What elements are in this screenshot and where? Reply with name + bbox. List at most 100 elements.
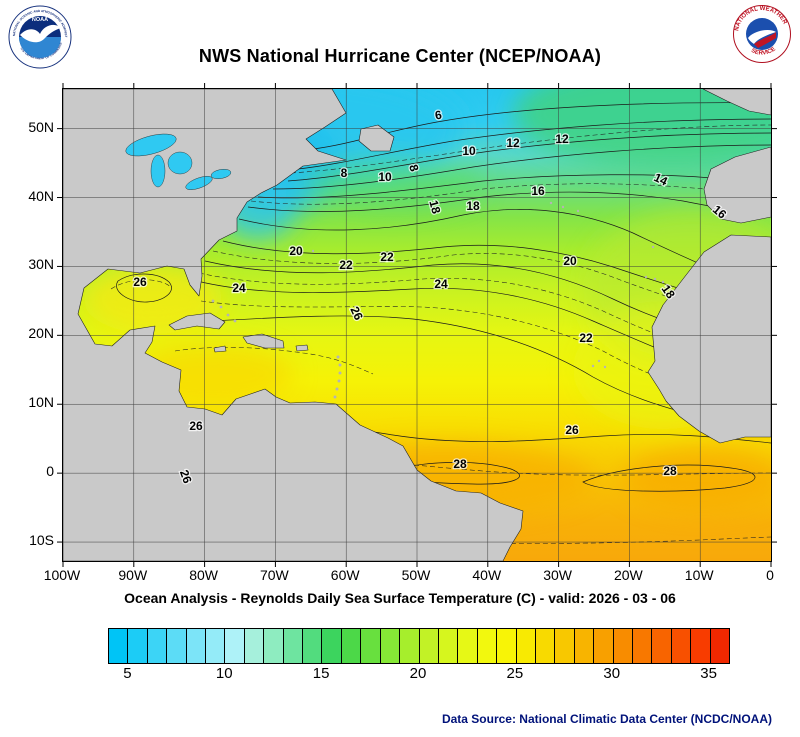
contour-label: 26 [189, 419, 203, 433]
colorbar-segment [594, 629, 614, 663]
lon-axis-label: 40W [472, 567, 502, 583]
colorbar-segment [186, 629, 207, 663]
lon-axis-label: 60W [330, 567, 360, 583]
colorbar-segment [206, 629, 226, 663]
puerto-rico [295, 344, 309, 352]
data-source-note: Data Source: National Climatic Data Cent… [441, 712, 772, 726]
lon-axis-label: 80W [189, 567, 218, 583]
colorbar-tick-label: 35 [700, 665, 717, 682]
lon-axis-label: 30W [543, 567, 572, 583]
colorbar-tick-label: 25 [506, 665, 524, 682]
colorbar-segment [361, 629, 381, 663]
colorbar-segment [632, 629, 653, 663]
colorbar-segment [555, 629, 575, 663]
hispaniola [242, 333, 285, 349]
colorbar-segment [225, 629, 245, 663]
colorbar-segment [419, 629, 439, 663]
lat-axis-label: 30N [28, 256, 54, 273]
noaa-emblem-sea [19, 37, 61, 58]
lat-axis-label: 50N [28, 118, 54, 135]
noaa-seagull-icon [20, 24, 61, 43]
colorbar-tick-label: 20 [409, 665, 427, 682]
colorbar-segment [710, 629, 729, 663]
contour-label: 24 [434, 277, 448, 291]
noaa-logo: NATIONAL OCEANIC AND ATMOSPHERIC ADMINIS… [7, 2, 72, 69]
small-islands [211, 201, 665, 399]
colorbar-segment [438, 629, 459, 663]
colorbar-segment [341, 629, 362, 663]
colorbar-segment [322, 629, 342, 663]
jamaica [213, 345, 227, 353]
cuba [168, 312, 226, 331]
lat-axis-label: 10N [28, 394, 54, 411]
contour-label: 16 [531, 184, 545, 198]
colorbar [108, 628, 730, 664]
colorbar-segment [691, 629, 711, 663]
africa [647, 234, 771, 444]
colorbar-segment [613, 629, 633, 663]
colorbar-segment [477, 629, 498, 663]
contour-label: 24 [232, 281, 246, 295]
lon-axis-label: 0 [766, 567, 774, 583]
contour-label: 26 [177, 468, 195, 486]
colorbar-tick-label: 30 [603, 665, 621, 682]
colorbar-segment [380, 629, 401, 663]
lon-axis-label: 10W [684, 567, 714, 583]
nws-emblem-cloud [748, 30, 776, 44]
contour-label: 6 [434, 108, 443, 123]
contour-label: 26 [565, 423, 579, 437]
contour-label: 18 [426, 199, 443, 216]
colorbar-segment [458, 629, 478, 663]
colorbar-segment [264, 629, 284, 663]
colorbar-tick-label: 5 [123, 665, 132, 682]
colorbar-segment [167, 629, 187, 663]
contour-label: 20 [289, 244, 303, 258]
colorbar-segment [574, 629, 595, 663]
contour-label: 10 [378, 170, 392, 184]
grid-lines [63, 89, 771, 561]
colorbar-segments [109, 629, 729, 663]
nws-ring-text-bottom: SERVICE [750, 46, 777, 56]
nws-logo: NATIONAL WEATHER SERVICE [732, 4, 792, 64]
contour-label: 12 [506, 136, 520, 150]
page-title: NWS National Hurricane Center (NCEP/NOAA… [198, 46, 602, 66]
americas-landmass [63, 89, 524, 561]
lon-axis-label: 50W [401, 567, 431, 583]
lon-axis-label: 90W [118, 567, 148, 583]
landmass [63, 89, 771, 561]
contour-label: 12 [555, 132, 569, 146]
map-canvas: 6 8 8 10 10 12 12 14 16 16 18 18 18 20 20 22 22 22 24 24 26 2… [57, 83, 777, 567]
contour-label: 18 [466, 199, 480, 213]
contour-label: 22 [579, 331, 593, 345]
colorbar-segment [244, 629, 265, 663]
colorbar-segment [147, 629, 168, 663]
map-subtitle: Ocean Analysis - Reynolds Daily Sea Surf… [124, 590, 676, 606]
lon-axis-label: 20W [613, 567, 643, 583]
colorbar-segment [283, 629, 304, 663]
colorbar-segment [652, 629, 672, 663]
colorbar-segment [497, 629, 517, 663]
great-lakes [125, 133, 232, 190]
contour-label: 20 [563, 254, 577, 268]
contour-label: 22 [339, 258, 353, 272]
colorbar-segment [671, 629, 692, 663]
lat-axis-label: 0 [46, 463, 54, 480]
tick-marks [57, 83, 777, 567]
newfoundland [358, 124, 395, 152]
contour-label: 10 [462, 144, 476, 158]
colorbar-segment [516, 629, 536, 663]
lat-axis-label: 40N [28, 187, 54, 204]
lat-axis-label: 10S [29, 532, 54, 549]
nws-emblem-swoosh [754, 32, 776, 48]
colorbar-tick-label: 10 [215, 665, 233, 682]
colorbar-segment [535, 629, 556, 663]
europe-corner [702, 89, 771, 116]
lon-axis-label: 100W [43, 567, 81, 583]
colorbar-segment [128, 629, 148, 663]
contour-label: 28 [663, 464, 677, 478]
colorbar-segment [400, 629, 420, 663]
contour-label: 26 [133, 275, 147, 289]
contour-label: 8 [341, 166, 348, 180]
